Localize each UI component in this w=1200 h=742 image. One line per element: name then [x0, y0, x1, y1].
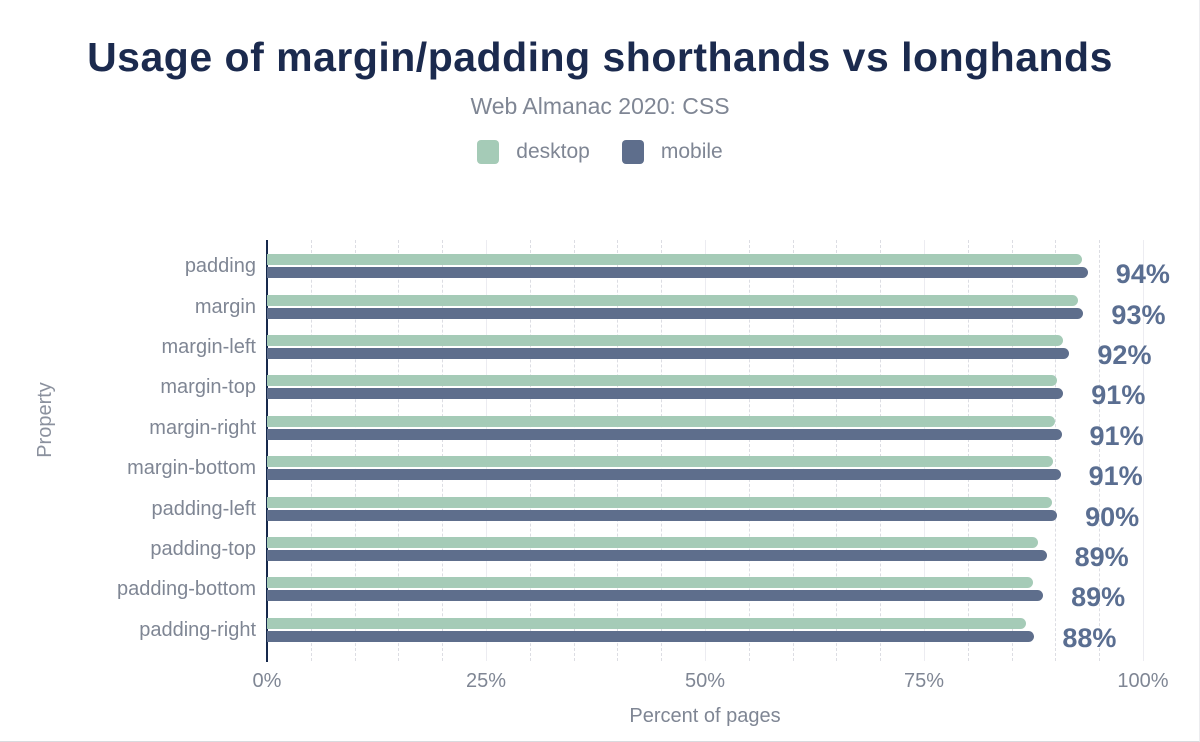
- value-label-margin-top: 91%: [1091, 380, 1146, 411]
- bar-desktop-padding-top: [267, 537, 1038, 548]
- legend-label-mobile: mobile: [660, 140, 723, 163]
- legend-item-desktop: desktop: [477, 140, 590, 164]
- legend: desktop mobile: [0, 140, 1199, 164]
- gridline-minor: [1011, 240, 1013, 661]
- bar-mobile-padding-right: [267, 630, 1035, 642]
- bar-mobile-margin-right: [267, 428, 1062, 440]
- category-label-margin-bottom: margin-bottom: [127, 457, 256, 480]
- gridline-major: [705, 240, 706, 661]
- value-label-padding: 94%: [1115, 259, 1170, 290]
- category-label-padding: padding: [184, 255, 256, 278]
- category-label-padding-right: padding-right: [139, 618, 256, 641]
- category-label-padding-bottom: padding-bottom: [117, 578, 256, 601]
- gridline-major: [1143, 240, 1144, 661]
- value-label-margin-left: 92%: [1097, 340, 1152, 370]
- value-label-padding-right: 88%: [1062, 622, 1117, 653]
- gridline-minor: [398, 240, 400, 661]
- bar-desktop-margin-top: [267, 375, 1058, 387]
- gridline-minor: [573, 240, 575, 661]
- gridline-major: [486, 240, 487, 661]
- x-tick-label-75%: 75%: [903, 670, 945, 692]
- bar-desktop-padding: [267, 254, 1082, 266]
- legend-item-mobile: mobile: [621, 140, 723, 164]
- category-label-margin-right: margin-right: [149, 416, 256, 439]
- gridline-minor: [1099, 240, 1101, 661]
- legend-swatch-desktop-icon: [477, 140, 500, 164]
- gridline-minor: [836, 240, 838, 661]
- x-tick-label-25%: 25%: [465, 670, 507, 692]
- x-axis-title: Percent of pages: [629, 705, 781, 727]
- value-label-padding-top: 89%: [1074, 542, 1129, 572]
- gridline-minor: [792, 240, 794, 661]
- gridline-minor: [529, 240, 531, 661]
- gridline-minor: [1055, 240, 1057, 661]
- gridline-minor: [310, 240, 312, 661]
- bar-desktop-padding-right: [267, 617, 1026, 629]
- bar-desktop-margin-bottom: [267, 456, 1053, 468]
- gridline-minor: [354, 240, 356, 661]
- gridline-minor: [617, 240, 619, 661]
- x-tick-label-50%: 50%: [684, 670, 726, 692]
- legend-label-desktop: desktop: [516, 140, 590, 163]
- bar-desktop-margin-left: [267, 335, 1064, 346]
- gridline-minor: [880, 240, 882, 661]
- value-label-margin-right: 91%: [1089, 420, 1144, 451]
- y-axis-line: [266, 240, 268, 662]
- bar-desktop-padding-bottom: [267, 577, 1033, 589]
- x-tick-label-0%: 0%: [252, 670, 282, 692]
- category-label-margin-top: margin-top: [160, 376, 256, 399]
- category-label-margin-left: margin-left: [161, 336, 256, 358]
- bar-mobile-margin-bottom: [267, 469, 1061, 481]
- chart-subtitle: Web Almanac 2020: CSS: [470, 93, 730, 119]
- bar-mobile-margin: [267, 307, 1084, 319]
- category-label-margin: margin: [194, 295, 256, 318]
- bar-desktop-padding-left: [267, 496, 1052, 508]
- gridline-minor: [661, 240, 663, 661]
- chart-title: Usage of margin/padding shorthands vs lo…: [87, 34, 1113, 80]
- bar-mobile-margin-left: [267, 348, 1070, 359]
- gridline-major: [924, 240, 925, 661]
- value-label-margin-bottom: 91%: [1088, 461, 1143, 492]
- bar-desktop-margin-right: [267, 415, 1055, 427]
- bar-mobile-padding-top: [267, 550, 1047, 561]
- bar-desktop-margin: [267, 294, 1079, 306]
- bar-mobile-padding-left: [267, 509, 1058, 521]
- value-label-margin: 93%: [1111, 299, 1166, 330]
- category-label-padding-top: padding-top: [150, 538, 256, 560]
- value-label-padding-left: 90%: [1085, 501, 1140, 532]
- gridline-minor: [967, 240, 969, 661]
- category-label-padding-left: padding-left: [151, 497, 256, 520]
- gridline-minor: [442, 240, 444, 661]
- bar-mobile-padding: [267, 267, 1088, 279]
- bar-mobile-margin-top: [267, 388, 1064, 400]
- value-label-padding-bottom: 89%: [1071, 582, 1126, 613]
- x-tick-label-100%: 100%: [1117, 670, 1169, 692]
- gridline-minor: [748, 240, 750, 661]
- bar-mobile-padding-bottom: [267, 590, 1044, 602]
- legend-swatch-mobile-icon: [621, 140, 644, 164]
